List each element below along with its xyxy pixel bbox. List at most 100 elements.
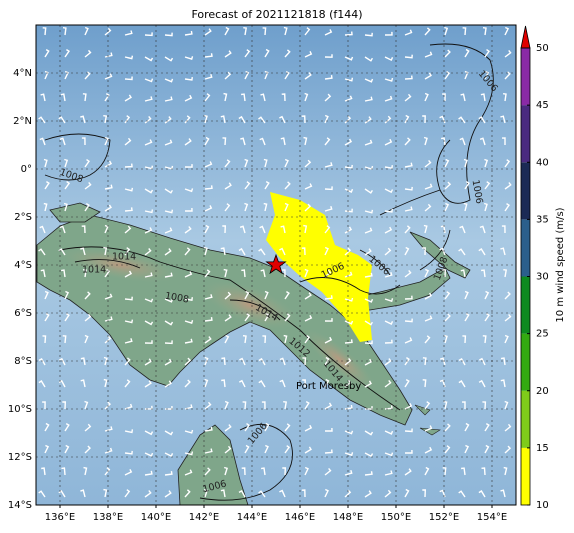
- wind-barb: [81, 137, 86, 146]
- wind-barb: [244, 70, 250, 80]
- wind-barb: [304, 203, 312, 212]
- wind-barb: [204, 336, 212, 344]
- wind-barb: [504, 71, 511, 80]
- wind-barb: [324, 402, 333, 410]
- wind-barb: [344, 208, 353, 213]
- wind-barb: [104, 467, 111, 476]
- wind-barb: [124, 76, 133, 81]
- wind-barb: [104, 52, 113, 58]
- wind-barb: [384, 95, 393, 102]
- contour-label: 1014: [82, 265, 106, 276]
- wind-barb: [424, 268, 430, 278]
- wind-barb: [204, 426, 213, 432]
- wind-barb: [458, 490, 466, 498]
- wind-barb: [404, 75, 413, 80]
- wind-barb: [224, 314, 232, 322]
- wind-barb: [184, 297, 193, 302]
- wind-barb: [283, 26, 288, 36]
- wind-barb: [504, 203, 510, 212]
- wind-barb: [144, 452, 154, 457]
- wind-barb: [344, 138, 353, 146]
- wind-barb: [43, 158, 48, 168]
- wind-barb: [124, 247, 131, 256]
- wind-barb: [364, 490, 372, 498]
- lat-tick-label: 10°S: [8, 404, 32, 415]
- wind-barb: [204, 488, 208, 498]
- wind-barb: [404, 186, 413, 191]
- wind-barb: [444, 71, 451, 80]
- wind-barb: [484, 313, 490, 322]
- wind-barb: [44, 422, 50, 432]
- wind-barb: [364, 116, 372, 124]
- wind-barb: [283, 401, 288, 410]
- wind-barb: [384, 358, 392, 366]
- wind-barb: [81, 225, 86, 234]
- wind-barb: [464, 444, 470, 454]
- wind-barb: [264, 444, 269, 454]
- wind-barb: [324, 93, 332, 102]
- wind-barb: [104, 204, 112, 212]
- wind-barb: [404, 402, 413, 410]
- wind-barb: [482, 401, 487, 410]
- wind-barb: [364, 272, 373, 278]
- wind-barb: [384, 115, 392, 124]
- colorbar-tick-label: 45: [536, 100, 549, 111]
- lon-tick-label: 148°E: [333, 512, 363, 523]
- wind-barb: [284, 313, 291, 322]
- wind-barb: [422, 489, 427, 498]
- wind-barb: [184, 271, 193, 278]
- colorbar-tick-label: 50: [536, 43, 549, 54]
- wind-barb: [344, 77, 354, 82]
- wind-barb: [204, 317, 213, 322]
- wind-barb: [384, 77, 394, 82]
- wind-barb: [82, 93, 87, 102]
- wind-barb: [439, 489, 446, 498]
- wind-barb: [280, 225, 286, 234]
- wind-barb: [404, 93, 412, 102]
- wind-barb: [103, 488, 108, 498]
- wind-barb: [424, 466, 430, 476]
- wind-barb: [444, 49, 451, 58]
- wind-barb: [263, 202, 268, 212]
- wind-barb: [344, 95, 353, 102]
- wind-barb: [404, 337, 413, 344]
- wind-barb: [261, 401, 266, 410]
- wind-barb: [260, 467, 266, 476]
- wind-barb: [224, 291, 232, 300]
- wind-barb: [384, 489, 392, 498]
- wind-barb: [500, 357, 506, 366]
- wind-barb: [264, 70, 269, 80]
- wind-barb: [384, 188, 394, 194]
- wind-barb: [104, 184, 113, 190]
- wind-barb: [103, 378, 108, 388]
- wind-barb: [304, 72, 312, 80]
- wind-barb: [282, 467, 287, 476]
- wind-barb: [144, 272, 153, 278]
- wind-barb: [279, 379, 286, 388]
- wind-barb: [204, 185, 213, 190]
- wind-barb: [124, 379, 131, 388]
- wind-barb: [344, 357, 352, 366]
- wind-barb: [62, 335, 67, 344]
- wind-barb: [144, 470, 153, 476]
- wind-barb: [422, 357, 427, 366]
- wind-barb: [324, 162, 333, 168]
- wind-barb: [500, 115, 506, 124]
- wind-barb: [304, 446, 312, 454]
- wind-barb: [384, 298, 394, 303]
- wind-barb: [240, 137, 246, 146]
- wind-barb: [104, 447, 113, 454]
- wind-barb: [184, 138, 192, 146]
- wind-barb: [184, 357, 192, 366]
- wind-barb: [324, 205, 333, 212]
- wind-barb: [164, 248, 172, 256]
- wind-barb: [458, 116, 466, 124]
- lon-tick-label: 146°E: [285, 512, 315, 523]
- wind-barb: [344, 271, 353, 278]
- colorbar-segment: [521, 162, 530, 220]
- colorbar: 10 15 20 25 30 35 40 45 50: [520, 25, 549, 511]
- wind-barb: [444, 313, 451, 322]
- wind-barb: [444, 26, 449, 36]
- wind-barb: [259, 137, 266, 146]
- wind-barb: [224, 159, 231, 168]
